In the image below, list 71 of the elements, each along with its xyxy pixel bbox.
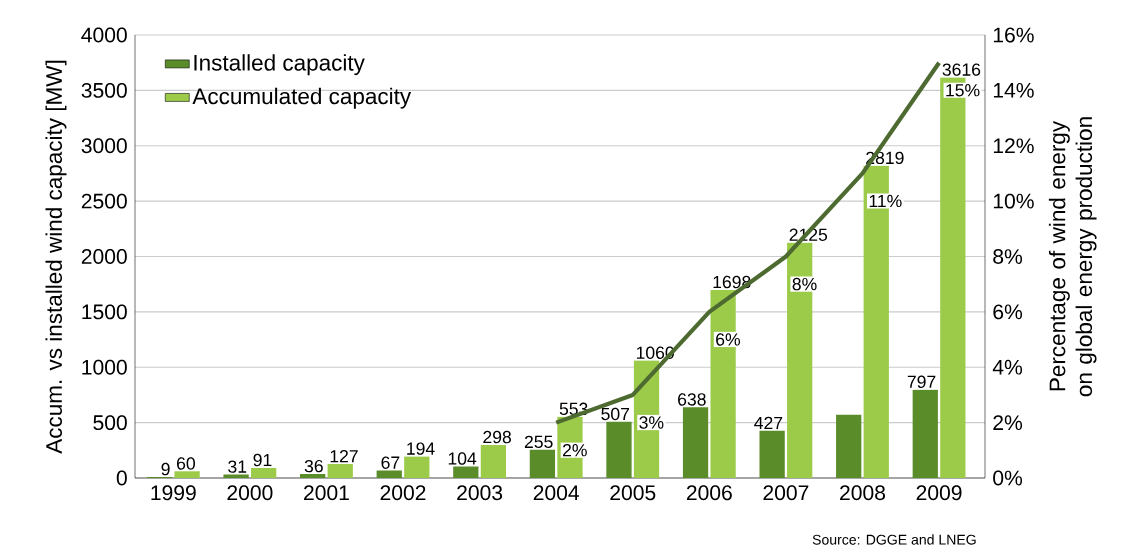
x-tick-label: 2008 [840, 485, 885, 501]
data-label: 15% [946, 84, 980, 97]
x-tick-label: 2000 [227, 485, 273, 501]
legend-label: Installed capacity [194, 54, 365, 76]
bar [759, 430, 785, 478]
data-label: 11% [869, 194, 902, 208]
y2-tick-label: 6% [993, 304, 1023, 320]
bar [376, 470, 402, 478]
y-tick-label: 3000 [81, 138, 127, 154]
x-tick-label: 2004 [533, 485, 580, 501]
y-tick-label: 4000 [81, 27, 127, 43]
y-tick-label: 3500 [81, 82, 127, 98]
y-axis-title: Accum. vs installed wind capacity [MW] [45, 60, 67, 454]
data-label: 91 [253, 453, 272, 467]
data-label: 797 [907, 375, 936, 389]
x-tick-label: 2003 [457, 485, 503, 501]
y2-tick-label: 16% [993, 27, 1034, 43]
x-tick-label: 2009 [916, 485, 962, 501]
data-label: 6% [716, 333, 741, 346]
source-note: Source: DGGE and LNEG [812, 534, 976, 545]
legend-label: Accumulated capacity [192, 87, 412, 109]
y-tick-label: 1000 [82, 359, 127, 375]
data-label: 2% [562, 443, 587, 457]
data-label: 127 [330, 449, 358, 463]
y-tick-label: 0 [116, 470, 127, 486]
bar [300, 474, 326, 478]
y-tick-label: 2500 [81, 193, 127, 209]
bar [606, 421, 632, 478]
bar [327, 463, 353, 478]
bar [912, 389, 938, 478]
x-tick-label: 2005 [610, 485, 656, 501]
x-tick-label: 2002 [380, 485, 426, 501]
bar [529, 449, 556, 478]
data-label: 194 [407, 442, 435, 455]
data-label: 507 [601, 407, 630, 421]
y2-tick-label: 2% [993, 415, 1023, 431]
data-label: 255 [524, 435, 553, 449]
x-tick-label: 1999 [151, 485, 196, 501]
data-label: 298 [483, 430, 511, 444]
data-label: 9 [161, 462, 170, 476]
data-label: 3% [639, 416, 664, 429]
y-tick-label: 1500 [82, 304, 127, 320]
data-label: 638 [678, 393, 706, 406]
y2-axis-title: Percentage of wind energy on global energy production [1048, 117, 1097, 397]
data-label: 31 [228, 460, 247, 473]
bar [480, 444, 507, 478]
data-label: 60 [177, 457, 195, 470]
data-label: 3616 [942, 63, 981, 76]
data-label: 67 [381, 456, 400, 469]
y2-tick-label: 10% [993, 193, 1034, 209]
x-tick-label: 2001 [304, 485, 349, 501]
data-label: 427 [754, 416, 783, 430]
y2-tick-label: 0% [993, 470, 1023, 486]
y-tick-label: 500 [93, 415, 127, 431]
data-label: 8% [792, 277, 817, 291]
data-label: 104 [448, 452, 477, 465]
bar [251, 467, 277, 478]
bar [174, 471, 200, 478]
y2-tick-label: 14% [993, 83, 1034, 98]
y-tick-label: 2000 [81, 249, 127, 264]
y2-tick-label: 8% [993, 249, 1023, 264]
bar [682, 407, 709, 478]
bar [404, 456, 430, 478]
x-tick-label: 2006 [686, 485, 732, 501]
data-label: 36 [304, 459, 323, 473]
y2-tick-label: 4% [992, 359, 1023, 375]
bar [223, 474, 249, 478]
y2-tick-label: 12% [993, 138, 1034, 154]
x-tick-label: 2007 [763, 485, 809, 501]
bar [836, 414, 862, 478]
bar [453, 466, 479, 478]
